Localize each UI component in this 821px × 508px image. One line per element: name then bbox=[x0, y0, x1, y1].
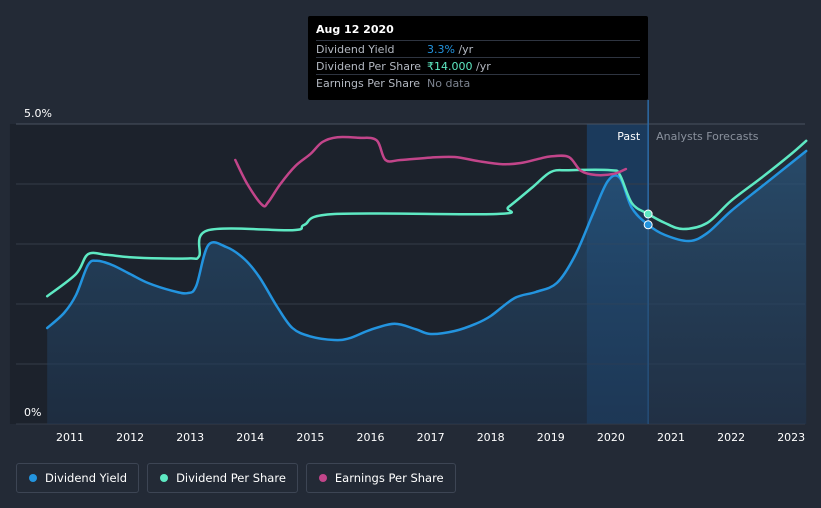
legend-label: Dividend Per Share bbox=[176, 471, 286, 485]
tooltip-label: Dividend Yield bbox=[316, 42, 395, 56]
x-tick-label: 2020 bbox=[597, 431, 625, 444]
x-tick-label: 2021 bbox=[657, 431, 685, 444]
x-tick-label: 2011 bbox=[56, 431, 84, 444]
dividend-yield-dot-icon bbox=[29, 474, 37, 482]
y-tick-label: 5.0% bbox=[24, 107, 52, 120]
tooltip-row-dividend-yield: Dividend Yield 3.3% /yr bbox=[316, 40, 640, 57]
x-tick-label: 2018 bbox=[477, 431, 505, 444]
x-tick-label: 2016 bbox=[357, 431, 385, 444]
chart-legend: Dividend Yield Dividend Per Share Earnin… bbox=[16, 463, 456, 493]
earnings-per-share-line bbox=[234, 135, 628, 208]
tooltip-value: No data bbox=[427, 76, 471, 90]
x-tick-label: 2015 bbox=[296, 431, 324, 444]
past-label: Past bbox=[617, 130, 641, 143]
x-tick-label: 2013 bbox=[176, 431, 204, 444]
legend-label: Earnings Per Share bbox=[334, 471, 444, 485]
x-tick-label: 2019 bbox=[537, 431, 565, 444]
dividend-per-share-dot-icon bbox=[160, 474, 169, 482]
dividend-yield-area bbox=[47, 151, 807, 424]
x-tick-label: 2023 bbox=[777, 431, 805, 444]
tooltip-value: ₹14.000 bbox=[427, 59, 473, 73]
dividend-per-share-line bbox=[45, 139, 808, 298]
tooltip-date: Aug 12 2020 bbox=[316, 23, 394, 36]
x-tick-label: 2017 bbox=[417, 431, 445, 444]
legend-label: Dividend Yield bbox=[45, 471, 128, 485]
tooltip-value: 3.3% bbox=[427, 42, 455, 56]
dividend-per-share-point bbox=[643, 209, 653, 219]
tooltip-row-dividend-per-share: Dividend Per Share ₹14.000 /yr bbox=[316, 57, 640, 74]
tooltip-unit: /yr bbox=[454, 42, 474, 56]
tooltip-label: Earnings Per Share bbox=[316, 76, 421, 90]
hover-tooltip: Aug 12 2020 Dividend Yield 3.3% /yr Divi… bbox=[308, 16, 648, 100]
x-tick-label: 2012 bbox=[116, 431, 144, 444]
tooltip-label: Dividend Per Share bbox=[316, 59, 422, 73]
x-tick-label: 2022 bbox=[717, 431, 745, 444]
legend-item-earnings-per-share[interactable]: Earnings Per Share bbox=[305, 463, 456, 493]
tooltip-unit: /yr bbox=[472, 59, 491, 73]
chart-canvas: Past Analysts Forecasts 5.0% 0% 2011 2012 2013… bbox=[16, 100, 808, 444]
legend-item-dividend-yield[interactable]: Dividend Yield bbox=[16, 463, 140, 493]
x-tick-label: 2014 bbox=[236, 431, 264, 444]
tooltip-row-earnings-per-share: Earnings Per Share No data bbox=[316, 74, 640, 91]
y-tick-label: 0% bbox=[24, 406, 41, 419]
forecast-label: Analysts Forecasts bbox=[656, 130, 759, 143]
legend-item-dividend-per-share[interactable]: Dividend Per Share bbox=[147, 463, 298, 493]
earnings-per-share-dot-icon bbox=[318, 474, 327, 482]
dividend-yield-point bbox=[643, 220, 653, 230]
